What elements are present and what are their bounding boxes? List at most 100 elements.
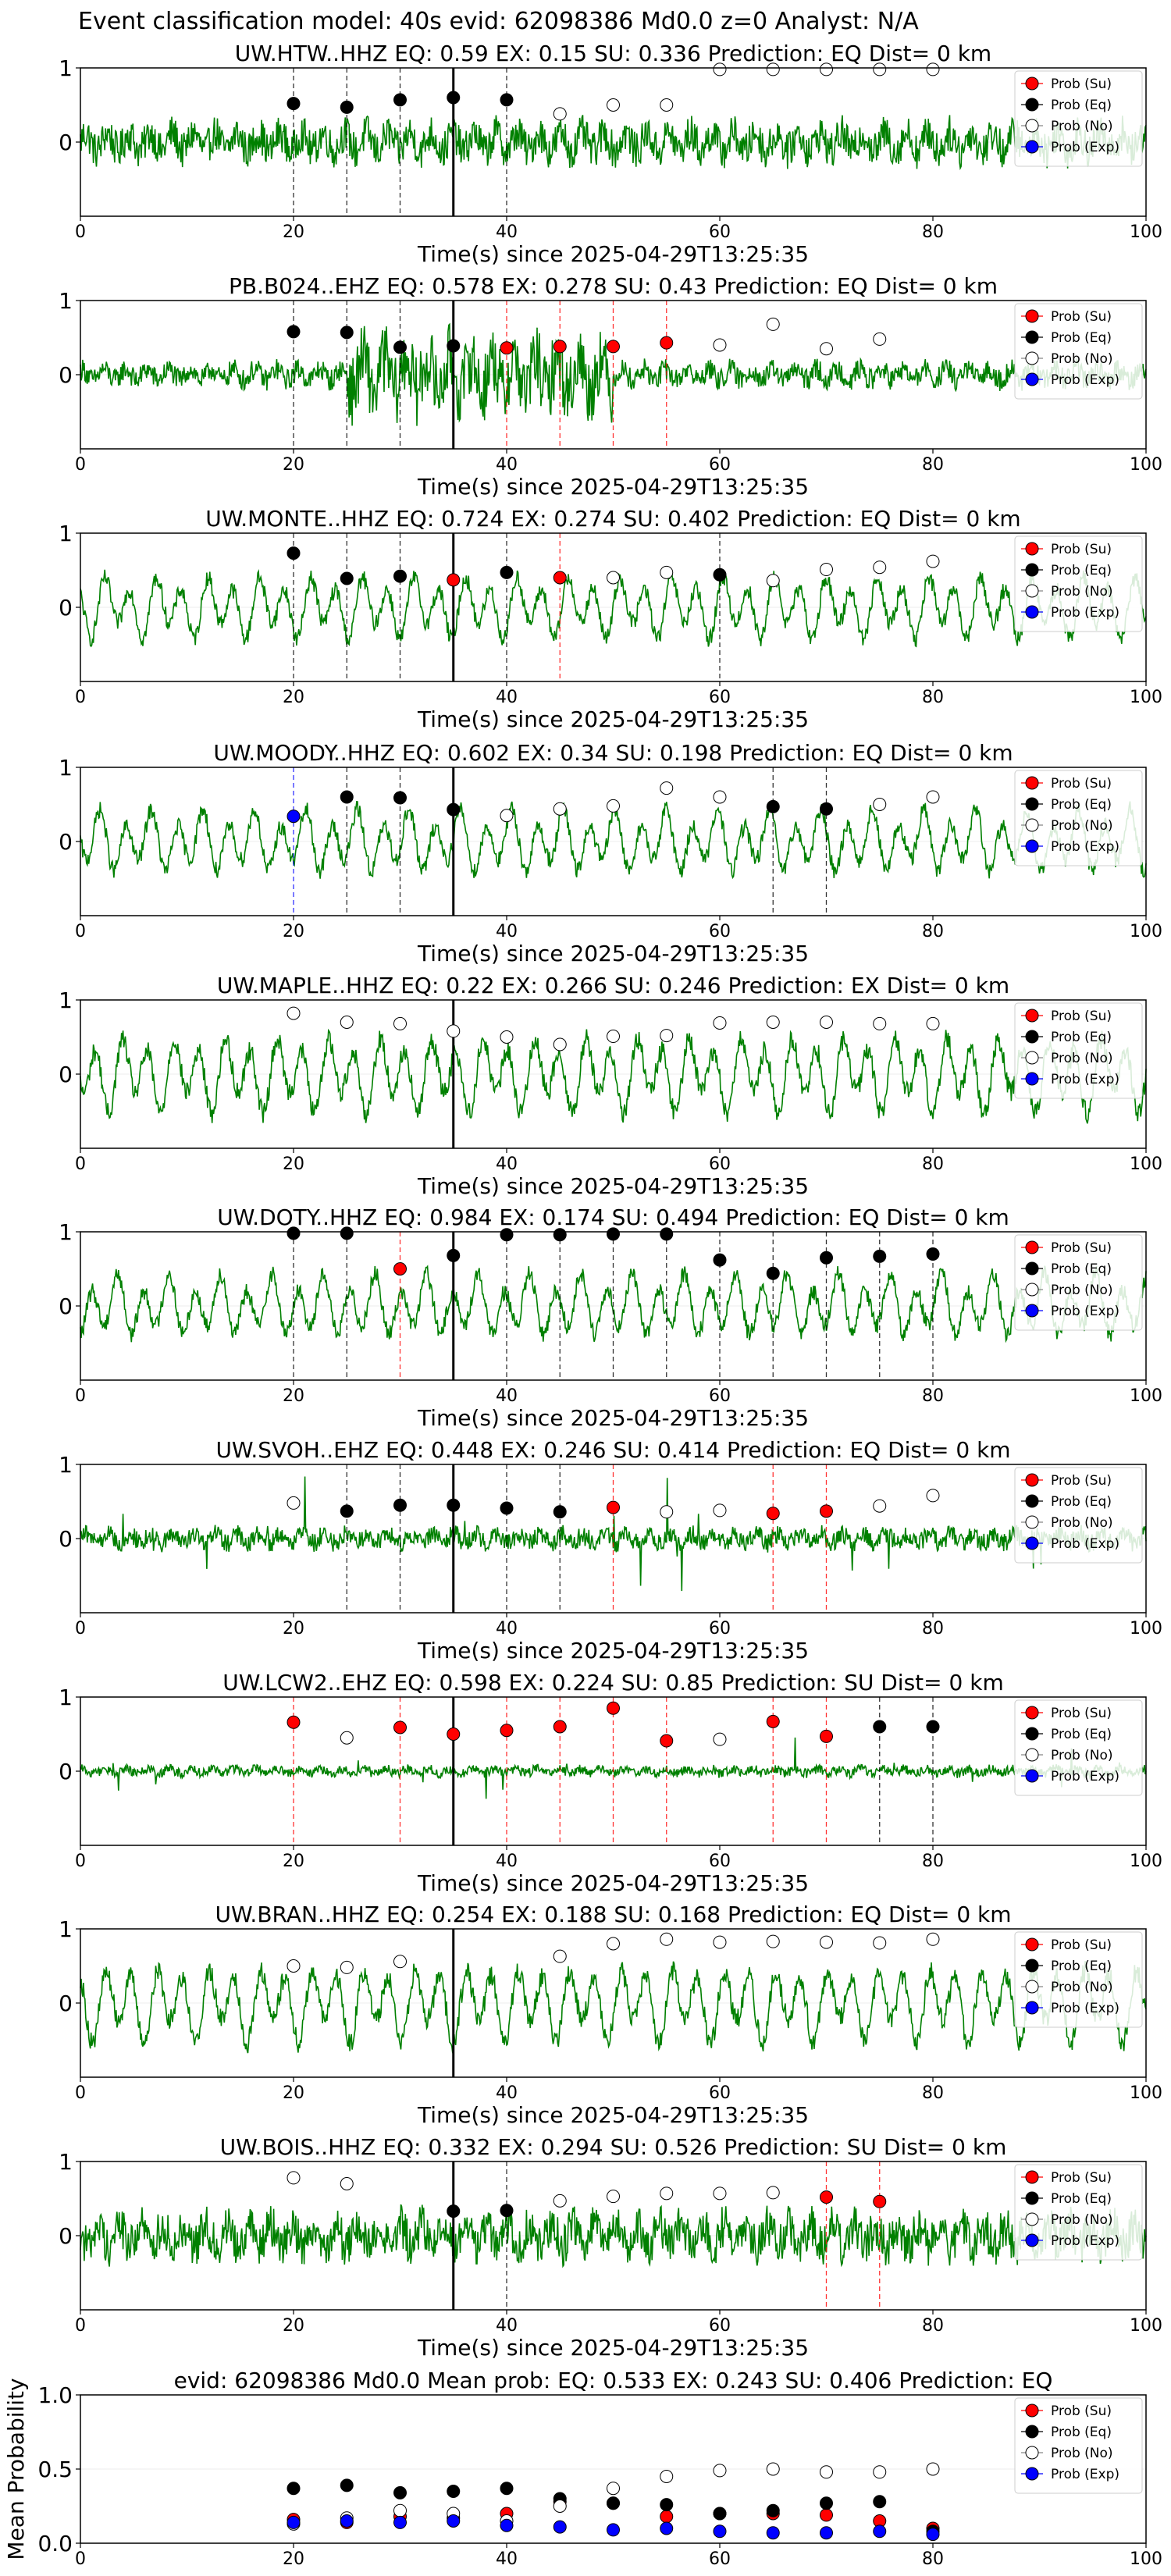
prob-point-no: [766, 574, 780, 588]
legend-frame: [1014, 770, 1143, 866]
x-axis-label: Time(s) since 2025-04-29T13:25:35: [417, 241, 809, 267]
x-tick-label: 40: [496, 688, 518, 707]
legend: Prob (Su) Prob (Eq) Prob (No) Prob (Exp): [1014, 303, 1143, 400]
x-tick-label: 60: [709, 2549, 731, 2569]
prob-point-no: [553, 2194, 567, 2208]
x-tick-label: 0: [75, 1386, 86, 1406]
prob-point-no: [926, 554, 940, 568]
x-tick-label: 20: [283, 1386, 304, 1406]
x-tick-label: 100: [1130, 922, 1162, 941]
legend-label-eq: Prob (Eq): [1051, 1494, 1112, 1510]
legend-marker-no: [1025, 351, 1039, 365]
prob-point-su: [820, 1729, 833, 1743]
legend-marker-eq: [1025, 797, 1039, 811]
prob-point-su: [607, 1500, 620, 1514]
legend: Prob (Su) Prob (Eq) Prob (No) Prob (Exp): [1014, 535, 1143, 632]
prob-point-eq: [447, 1498, 461, 1512]
prob-point-eq: [500, 2204, 514, 2218]
x-tick-label: 40: [496, 1386, 518, 1406]
y-tick-label: 1: [59, 1219, 73, 1245]
mean-prob-point-no: [393, 2503, 407, 2517]
legend-label-exp: Prob (Exp): [1051, 1769, 1119, 1784]
y-tick-label: 0: [59, 1062, 73, 1087]
mean-prob-point-su: [820, 2508, 833, 2522]
legend-marker-no: [1025, 1748, 1039, 1762]
prob-point-no: [340, 1016, 354, 1029]
legend-marker-no: [1025, 2446, 1039, 2460]
prob-point-no: [287, 1006, 301, 1020]
mean-prob-point-no: [820, 2465, 833, 2479]
prob-point-eq: [553, 1505, 567, 1519]
legend: Prob (Su) Prob (Eq) Prob (No) Prob (Exp): [1014, 1699, 1143, 1796]
mean-prob-point-exp: [873, 2524, 887, 2539]
prob-point-no: [660, 565, 674, 579]
legend-frame: [1014, 2164, 1143, 2261]
prob-point-no: [660, 98, 674, 112]
legend-label-su: Prob (Su): [1051, 1937, 1112, 1953]
waveform-trace: [80, 801, 1147, 880]
x-axis-label: Time(s) since 2025-04-29T13:25:35: [417, 1638, 809, 1663]
legend: Prob (Su) Prob (Eq) Prob (No) Prob (Exp): [1014, 2164, 1143, 2261]
legend-label-su: Prob (Su): [1051, 2403, 1112, 2419]
x-tick-label: 60: [709, 1155, 731, 1174]
prob-point-no: [553, 1949, 567, 1963]
mean-prob-point-no: [926, 2462, 940, 2476]
mean-prob-point-exp: [447, 2514, 461, 2528]
y-tick-label: 1: [59, 521, 73, 546]
x-tick-label: 100: [1130, 2083, 1162, 2103]
legend-marker-exp: [1025, 1769, 1039, 1783]
prob-point-eq: [500, 565, 514, 579]
prob-point-su: [287, 1715, 301, 1729]
prob-point-eq: [393, 1498, 407, 1512]
prob-point-eq: [287, 97, 301, 111]
prob-point-eq: [926, 1720, 940, 1734]
prob-point-no: [340, 1960, 354, 1974]
legend-label-eq: Prob (Eq): [1051, 2425, 1112, 2440]
x-axis-label: Time(s) since 2025-04-29T13:25:35: [417, 474, 809, 500]
x-tick-label: 40: [496, 222, 518, 242]
legend-label-exp: Prob (Exp): [1051, 2233, 1119, 2249]
mean-prob-point-exp: [766, 2526, 780, 2540]
x-tick-label: 40: [496, 455, 518, 475]
panel-title: UW.BRAN..HHZ EQ: 0.254 EX: 0.188 SU: 0.1…: [215, 1902, 1011, 1927]
y-tick-label: 1: [59, 1916, 73, 1942]
legend-frame: [1014, 1234, 1143, 1331]
prob-point-no: [660, 2186, 674, 2201]
waveform-trace: [80, 1028, 1147, 1124]
legend-label-su: Prob (Su): [1051, 1473, 1112, 1489]
mean-prob-point-eq: [500, 2482, 514, 2496]
prob-point-eq: [393, 569, 407, 583]
y-tick-label: 1: [59, 288, 73, 314]
legend-marker-eq: [1025, 330, 1039, 344]
prob-point-su: [820, 1504, 833, 1518]
legend-marker-eq: [1025, 1030, 1039, 1044]
prob-point-no: [340, 1731, 354, 1745]
legend-marker-no: [1025, 584, 1039, 598]
prob-point-su: [393, 1262, 407, 1276]
legend: Prob (Su) Prob (Eq) Prob (No) Prob (Exp): [1014, 1467, 1143, 1564]
y-tick-label: 0: [59, 1526, 73, 1552]
prob-point-no: [553, 107, 567, 121]
x-tick-label: 20: [283, 688, 304, 707]
prob-point-eq: [340, 571, 354, 585]
prob-point-eq: [393, 791, 407, 805]
prob-point-eq: [340, 1504, 354, 1518]
x-tick-label: 20: [283, 1852, 304, 1871]
legend: Prob (Su) Prob (Eq) Prob (No) Prob (Exp): [1014, 1234, 1143, 1331]
legend-marker-no: [1025, 818, 1039, 832]
legend-label-no: Prob (No): [1051, 818, 1113, 834]
prob-point-no: [873, 62, 887, 76]
prob-point-no: [553, 1037, 567, 1051]
prob-point-no: [287, 2171, 301, 2185]
prob-point-eq: [500, 1228, 514, 1242]
x-tick-label: 20: [283, 922, 304, 941]
mean-prob-point-eq: [340, 2478, 354, 2492]
legend-frame: [1014, 535, 1143, 632]
x-tick-label: 20: [283, 222, 304, 242]
prob-point-eq: [820, 1251, 833, 1265]
legend-marker-no: [1025, 1980, 1039, 1994]
prob-point-su: [500, 1724, 514, 1738]
prob-point-no: [820, 1935, 833, 1949]
waveform-trace: [80, 1476, 1147, 1592]
prob-point-no: [766, 62, 780, 76]
